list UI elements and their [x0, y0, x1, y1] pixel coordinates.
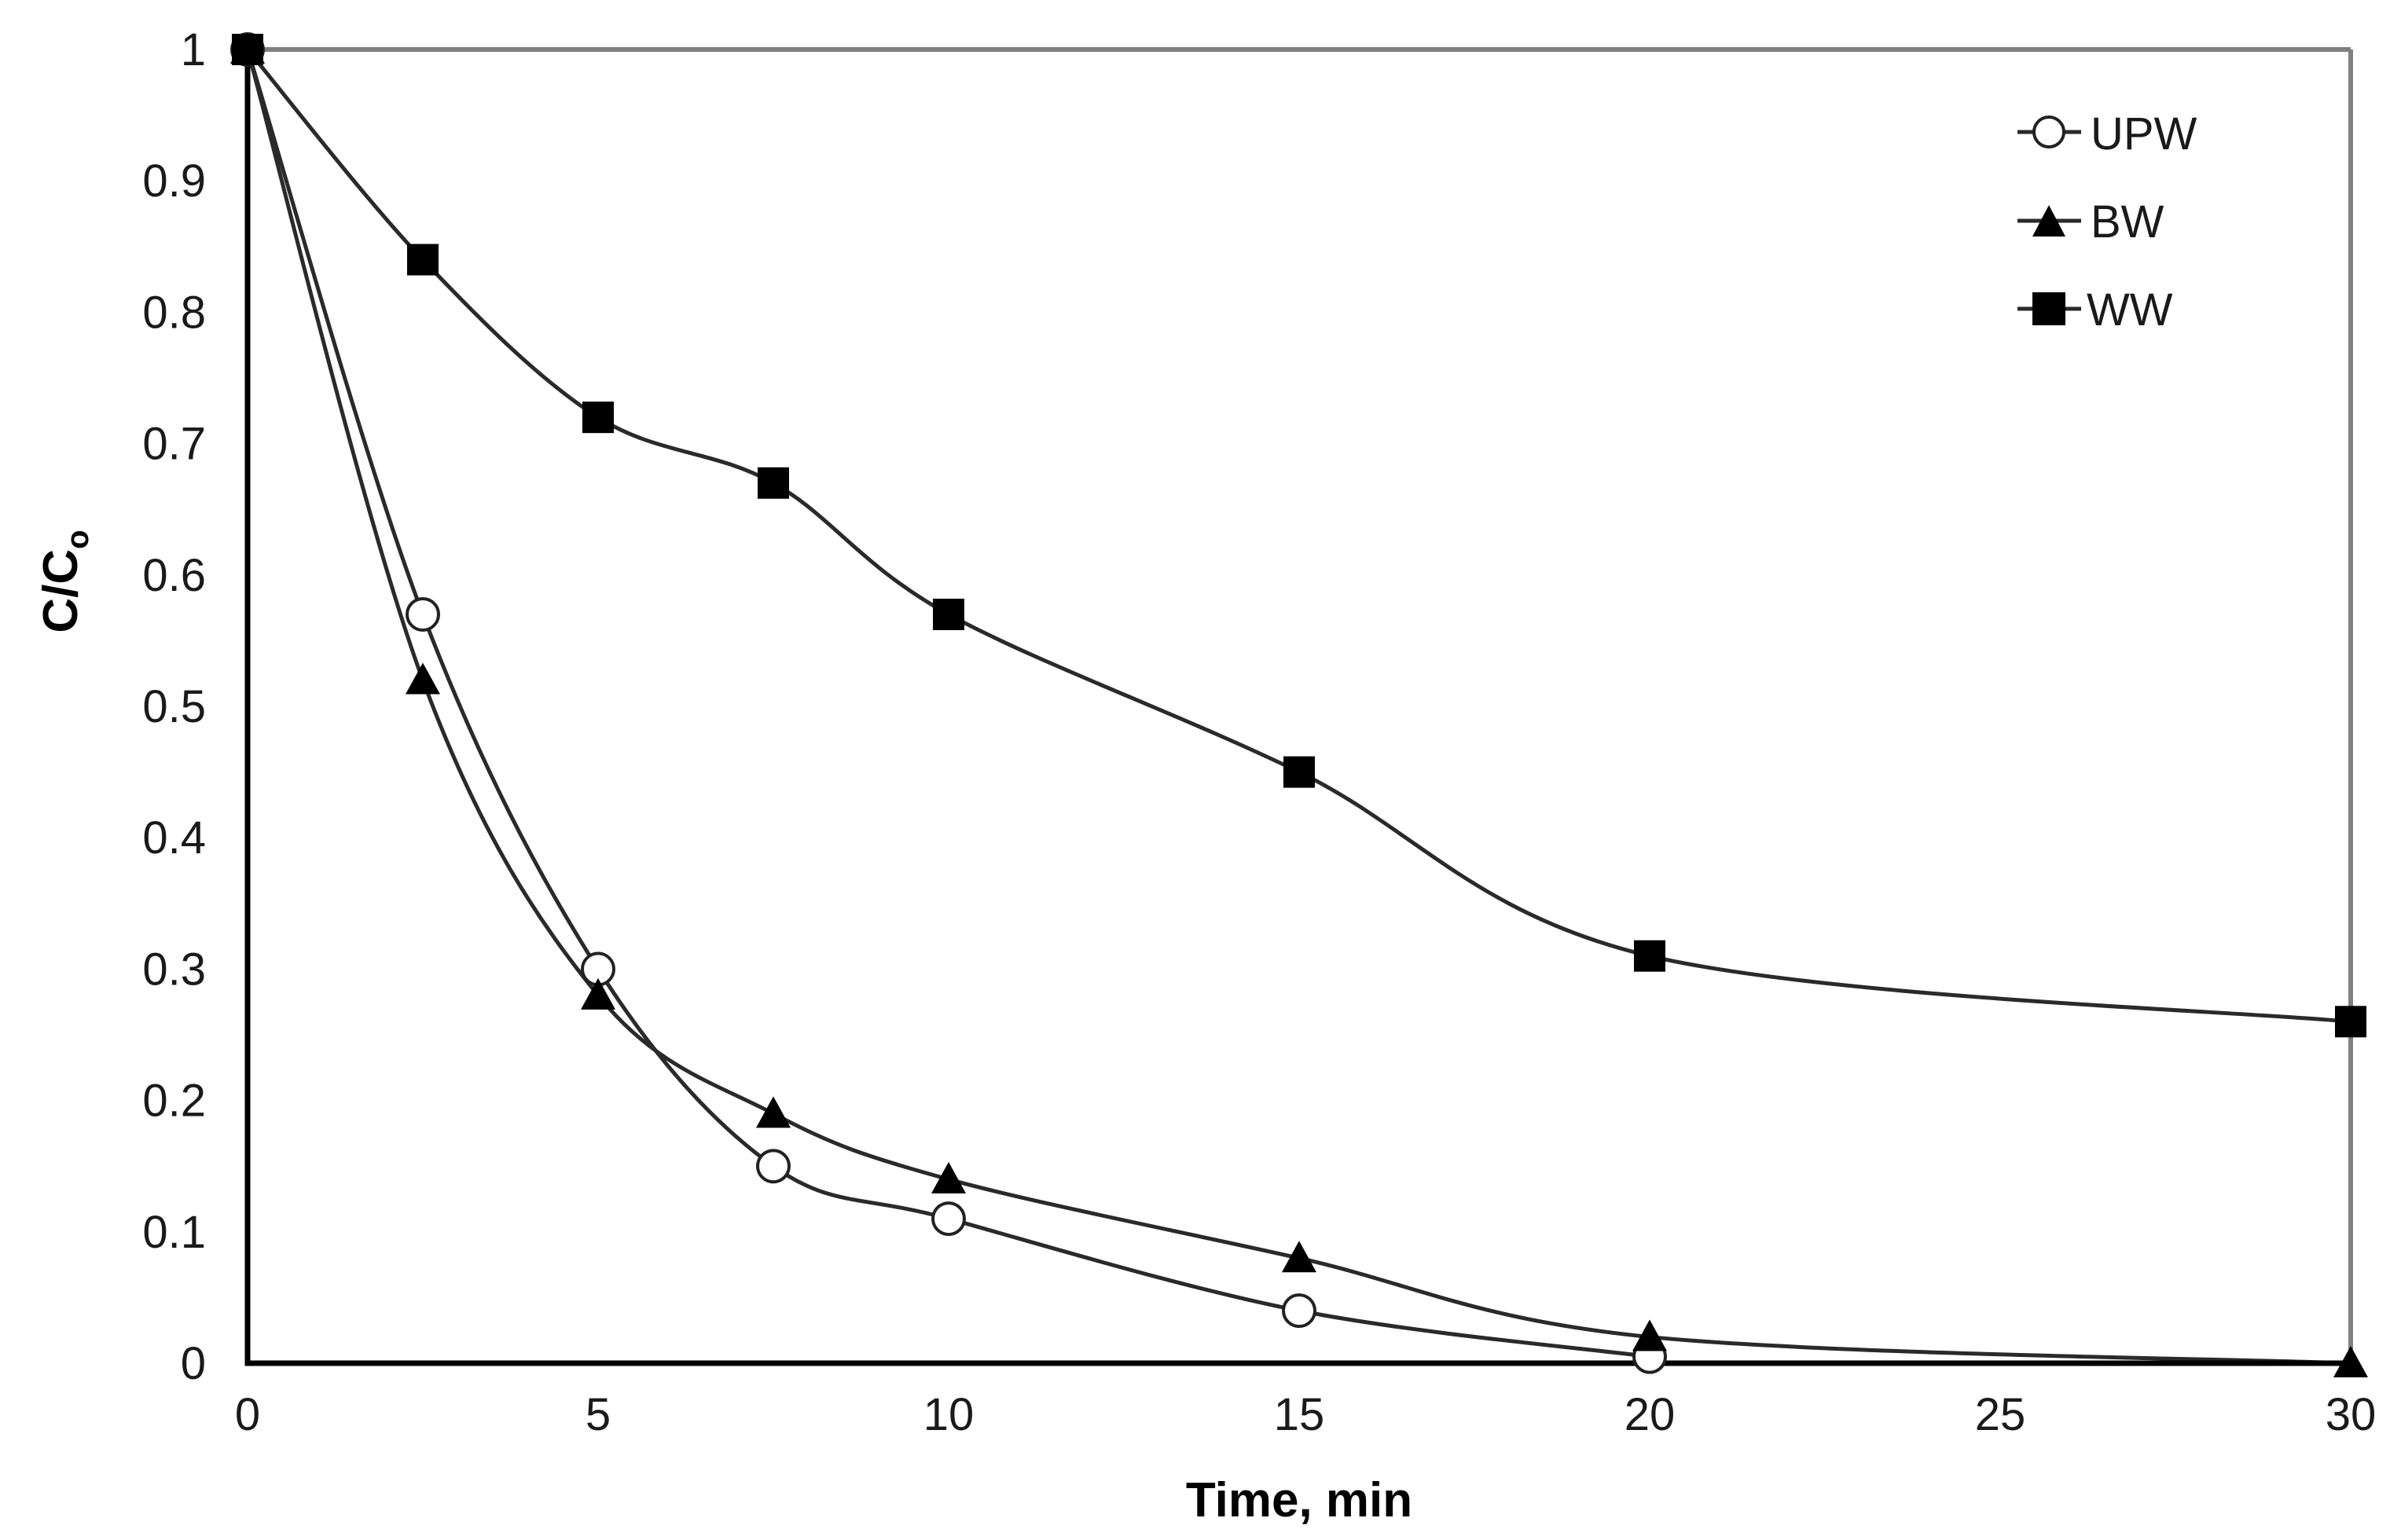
filled-square-marker-icon [1634, 940, 1665, 972]
filled-triangle-marker-icon [581, 977, 615, 1010]
series-markers-bw [230, 32, 2368, 1377]
x-axis-title: Time, min [1186, 1473, 1412, 1527]
y-tick-label: 0.5 [142, 681, 206, 732]
filled-triangle-marker-icon [406, 662, 440, 695]
series-markers-ww [232, 34, 2366, 1038]
x-tick-label: 10 [923, 1389, 975, 1440]
x-tick-label: 15 [1274, 1389, 1325, 1440]
y-tick-label: 0.3 [142, 944, 206, 995]
legend-item-ww: WW [2017, 284, 2173, 336]
open-circle-marker-icon [406, 596, 440, 632]
x-axis-tick-labels: 0 5 10 15 20 25 30 [235, 1389, 2376, 1440]
y-tick-label: 1 [181, 24, 206, 75]
filled-square-marker-icon [758, 467, 789, 499]
filled-triangle-marker-icon [931, 1161, 966, 1194]
y-tick-label: 0.1 [142, 1207, 206, 1258]
y-tick-label: 0 [181, 1338, 206, 1389]
x-tick-label: 0 [235, 1389, 260, 1440]
filled-triangle-marker-icon [1632, 1319, 1667, 1351]
x-tick-label: 25 [1975, 1389, 2026, 1440]
open-circle-marker-icon [756, 1149, 791, 1184]
x-tick-label: 5 [586, 1389, 611, 1440]
y-tick-label: 0.8 [142, 287, 206, 338]
open-circle-marker-icon [2032, 116, 2065, 148]
filled-triangle-marker-icon [2032, 205, 2065, 236]
y-tick-label: 0.9 [142, 156, 206, 207]
filled-square-marker-icon [232, 34, 263, 65]
x-tick-label: 20 [1625, 1389, 1676, 1440]
y-tick-label: 0.7 [142, 419, 206, 470]
filled-square-marker-icon [407, 244, 439, 276]
filled-square-marker-icon [1283, 756, 1315, 788]
y-axis-tick-labels: 0 0.1 0.2 0.3 0.4 0.5 0.6 0.7 0.8 0.9 1 [142, 24, 206, 1389]
y-tick-label: 0.4 [142, 812, 206, 864]
y-tick-label: 0.2 [142, 1076, 206, 1127]
filled-square-marker-icon [582, 402, 614, 434]
legend-label-bw: BW [2091, 196, 2164, 248]
legend-label-ww: WW [2087, 284, 2173, 336]
legend-label-upw: UPW [2091, 108, 2197, 160]
filled-square-marker-icon [2032, 292, 2065, 325]
filled-square-marker-icon [933, 598, 964, 630]
legend-item-upw: UPW [2017, 108, 2197, 160]
y-axis-title: C/Co [34, 530, 95, 632]
legend-item-bw: BW [2017, 196, 2164, 248]
filled-triangle-marker-icon [2333, 1346, 2368, 1377]
open-circle-marker-icon [1282, 1293, 1316, 1329]
legend: UPW BW WW [2017, 108, 2197, 336]
filled-square-marker-icon [2335, 1006, 2366, 1038]
marker-layer [230, 32, 2368, 1377]
filled-triangle-marker-icon [1282, 1241, 1316, 1273]
filled-triangle-marker-icon [756, 1096, 791, 1128]
series-line-bw [245, 49, 2351, 1366]
open-circle-marker-icon [931, 1201, 966, 1237]
y-axis-title-subscript: o [61, 530, 95, 548]
x-tick-label: 30 [2326, 1389, 2377, 1440]
y-axis-title-main: C/C [34, 549, 88, 633]
y-tick-label: 0.6 [142, 550, 206, 601]
